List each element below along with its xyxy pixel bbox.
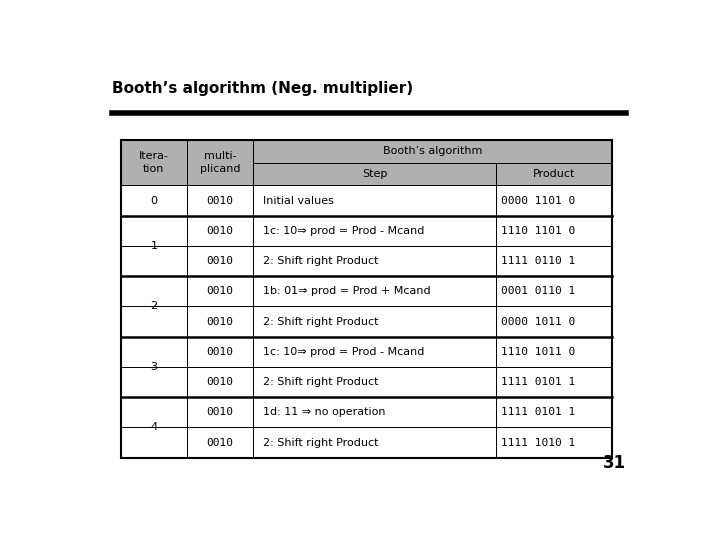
Text: 1c: 10⇒ prod = Prod - Mcand: 1c: 10⇒ prod = Prod - Mcand: [263, 226, 424, 236]
Bar: [187, 428, 253, 458]
Text: 1d: 11 ⇒ no operation: 1d: 11 ⇒ no operation: [263, 407, 385, 417]
Bar: [121, 140, 187, 185]
Bar: [121, 367, 187, 397]
Bar: [496, 163, 612, 185]
Bar: [496, 397, 612, 428]
Bar: [253, 140, 612, 163]
Bar: [253, 246, 496, 276]
Text: 0010: 0010: [207, 286, 233, 296]
Text: 1111 0101 1: 1111 0101 1: [501, 407, 575, 417]
Bar: [121, 306, 187, 336]
Text: 4: 4: [150, 422, 158, 433]
Text: 0010: 0010: [207, 256, 233, 266]
Bar: [187, 140, 253, 185]
Text: 1111 0110 1: 1111 0110 1: [501, 256, 575, 266]
Bar: [187, 367, 253, 397]
Bar: [121, 276, 187, 336]
Bar: [187, 397, 253, 428]
Bar: [253, 276, 496, 306]
Text: 3: 3: [150, 362, 158, 372]
Bar: [496, 367, 612, 397]
Text: 2: Shift right Product: 2: Shift right Product: [263, 256, 379, 266]
Text: 0010: 0010: [207, 226, 233, 236]
Text: 0001 0110 1: 0001 0110 1: [501, 286, 575, 296]
Text: 1b: 01⇒ prod = Prod + Mcand: 1b: 01⇒ prod = Prod + Mcand: [263, 286, 431, 296]
Text: 1: 1: [150, 241, 158, 251]
Text: 0010: 0010: [207, 377, 233, 387]
Text: Booth’s algorithm: Booth’s algorithm: [383, 146, 482, 156]
Bar: [253, 306, 496, 336]
Bar: [496, 276, 612, 306]
Text: 1110 1101 0: 1110 1101 0: [501, 226, 575, 236]
Text: multi-
plicand: multi- plicand: [200, 151, 240, 174]
Bar: [187, 306, 253, 336]
Bar: [253, 397, 496, 428]
Bar: [253, 163, 496, 185]
Bar: [496, 306, 612, 336]
Text: 31: 31: [603, 454, 626, 472]
Text: 2: Shift right Product: 2: Shift right Product: [263, 377, 379, 387]
Text: Step: Step: [362, 169, 387, 179]
Text: 0000 1101 0: 0000 1101 0: [501, 195, 575, 206]
Bar: [496, 336, 612, 367]
Bar: [187, 215, 253, 246]
Bar: [121, 185, 187, 215]
Bar: [253, 367, 496, 397]
Bar: [187, 276, 253, 306]
Bar: [496, 246, 612, 276]
Text: 0010: 0010: [207, 195, 233, 206]
Text: 0010: 0010: [207, 316, 233, 327]
Bar: [253, 215, 496, 246]
Text: Product: Product: [533, 169, 575, 179]
Bar: [253, 140, 612, 163]
Bar: [187, 246, 253, 276]
Bar: [121, 140, 612, 458]
Text: 0: 0: [150, 195, 158, 206]
Bar: [496, 428, 612, 458]
Text: Booth’s algorithm (Neg. multiplier): Booth’s algorithm (Neg. multiplier): [112, 82, 413, 97]
Text: 2: Shift right Product: 2: Shift right Product: [263, 316, 379, 327]
Bar: [121, 140, 187, 185]
Bar: [253, 336, 496, 367]
Bar: [496, 215, 612, 246]
Bar: [253, 185, 496, 215]
Text: 0000 1011 0: 0000 1011 0: [501, 316, 575, 327]
Bar: [253, 163, 496, 185]
Text: Itera-
tion: Itera- tion: [139, 151, 168, 174]
Text: 1111 0101 1: 1111 0101 1: [501, 377, 575, 387]
Bar: [187, 185, 253, 215]
Bar: [121, 215, 187, 276]
Bar: [187, 336, 253, 367]
Text: 2: 2: [150, 301, 158, 312]
Bar: [187, 140, 253, 185]
Text: 0010: 0010: [207, 437, 233, 448]
Text: 1110 1011 0: 1110 1011 0: [501, 347, 575, 357]
Bar: [496, 185, 612, 215]
Text: 1111 1010 1: 1111 1010 1: [501, 437, 575, 448]
Text: 2: Shift right Product: 2: Shift right Product: [263, 437, 379, 448]
Text: 1c: 10⇒ prod = Prod - Mcand: 1c: 10⇒ prod = Prod - Mcand: [263, 347, 424, 357]
Text: 0010: 0010: [207, 347, 233, 357]
Bar: [496, 163, 612, 185]
Bar: [121, 336, 187, 397]
Text: 0010: 0010: [207, 407, 233, 417]
Bar: [121, 397, 187, 458]
Bar: [253, 428, 496, 458]
Text: Initial values: Initial values: [263, 195, 334, 206]
Bar: [121, 246, 187, 276]
Bar: [121, 428, 187, 458]
